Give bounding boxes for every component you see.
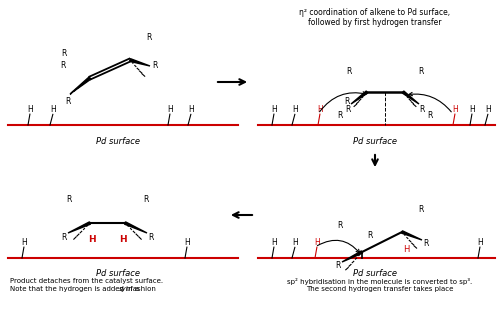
Text: H: H — [184, 238, 190, 247]
Text: R: R — [338, 111, 342, 120]
Polygon shape — [68, 222, 90, 233]
Text: Note that the hydrogen is added in a: Note that the hydrogen is added in a — [10, 286, 141, 292]
Text: Product detaches from the catalyst surface.: Product detaches from the catalyst surfa… — [10, 278, 163, 284]
Text: R: R — [144, 196, 148, 204]
Text: R: R — [66, 196, 71, 204]
Text: R: R — [418, 204, 424, 213]
Text: R: R — [60, 61, 66, 69]
Text: H: H — [485, 105, 490, 114]
Text: R: R — [152, 62, 158, 70]
Text: H: H — [469, 105, 475, 114]
Text: H: H — [119, 234, 127, 244]
Text: syn: syn — [119, 286, 131, 292]
Text: R: R — [424, 240, 428, 249]
Text: H: H — [292, 105, 298, 114]
Text: H: H — [314, 238, 320, 247]
Polygon shape — [351, 91, 368, 104]
Text: H: H — [167, 105, 173, 114]
Text: H: H — [403, 246, 409, 255]
Polygon shape — [402, 91, 419, 104]
Text: R: R — [428, 111, 432, 120]
Text: H: H — [271, 238, 277, 247]
Text: H: H — [292, 238, 298, 247]
Text: H: H — [452, 105, 458, 114]
Text: R: R — [368, 231, 372, 241]
Text: R: R — [62, 232, 66, 242]
Text: H: H — [88, 234, 96, 244]
Text: H: H — [21, 238, 27, 247]
Polygon shape — [402, 231, 422, 240]
Text: η² coordination of alkene to Pd surface,
followed by first hydrogen transfer: η² coordination of alkene to Pd surface,… — [300, 8, 450, 27]
Text: Pd surface: Pd surface — [353, 136, 397, 145]
Text: Pd surface: Pd surface — [96, 269, 140, 278]
Text: fashion: fashion — [128, 286, 156, 292]
Polygon shape — [130, 59, 150, 66]
Text: H: H — [27, 105, 33, 114]
Text: sp² hybridisation in the molecule is converted to sp³.: sp² hybridisation in the molecule is con… — [288, 278, 472, 285]
Text: R: R — [62, 50, 66, 59]
Text: Pd surface: Pd surface — [96, 136, 140, 145]
Text: R: R — [344, 96, 350, 106]
Text: R: R — [346, 67, 352, 75]
Text: The second hydrogen transfer takes place: The second hydrogen transfer takes place — [306, 286, 454, 292]
Polygon shape — [342, 251, 362, 262]
Polygon shape — [124, 222, 147, 233]
Text: R: R — [146, 32, 152, 42]
Text: H: H — [317, 105, 323, 114]
Text: H: H — [271, 105, 277, 114]
Text: R: R — [420, 105, 424, 114]
Text: R: R — [338, 221, 342, 230]
Text: Pd surface: Pd surface — [353, 269, 397, 278]
Text: H: H — [50, 105, 56, 114]
Text: R: R — [336, 262, 340, 270]
Text: H: H — [188, 105, 194, 114]
Text: R: R — [418, 67, 424, 75]
Text: H: H — [477, 238, 483, 247]
Text: R: R — [346, 105, 350, 114]
Polygon shape — [70, 77, 91, 94]
Text: R: R — [66, 96, 70, 106]
Text: R: R — [148, 232, 154, 242]
